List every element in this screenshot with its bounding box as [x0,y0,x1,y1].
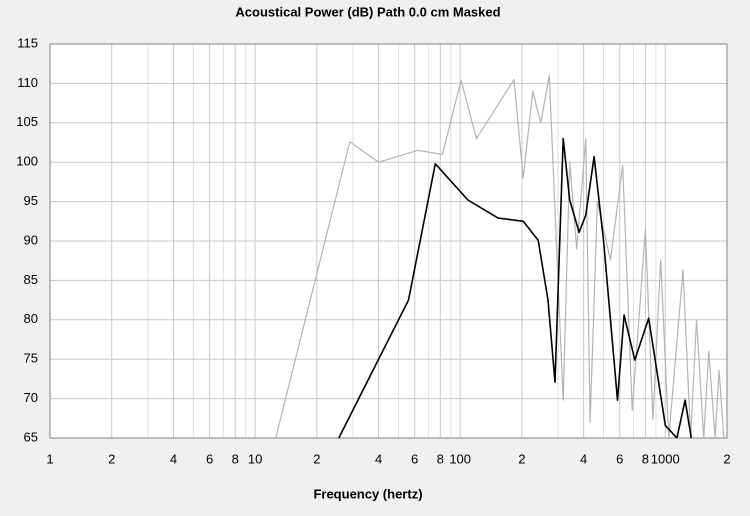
y-tick-label: 100 [16,154,38,169]
y-tick-label: 90 [24,232,38,247]
y-tick-label: 115 [17,35,38,50]
plot-frame [49,43,728,439]
y-tick-label: 70 [24,390,38,405]
x-tick-label: 1 [46,451,53,466]
series-line [338,137,693,438]
x-tick-label: 2 [313,451,320,466]
x-tick-label: 8 [642,451,649,466]
y-tick-label: 75 [24,351,38,366]
y-tick-label: 110 [17,75,38,90]
x-tick-label: 8 [437,451,444,466]
x-tick-label: 6 [206,451,213,466]
x-tick-label: 2 [108,451,115,466]
y-tick-label: 95 [24,193,38,208]
y-tick-label: 105 [16,114,38,129]
y-tick-label: 65 [24,429,38,444]
x-axis-label: Frequency (hertz) [313,486,422,501]
x-tick-label: 4 [170,451,177,466]
x-tick-label: 8 [232,451,239,466]
series-group [275,74,725,438]
x-tick-label: 1000 [651,451,680,466]
x-tick-label: 6 [411,451,418,466]
x-tick-label: 2 [518,451,525,466]
x-tick-label: 2 [723,451,730,466]
x-tick-label: 10 [248,451,262,466]
series-line [275,74,725,438]
chart-title: Acoustical Power (dB) Path 0.0 cm Masked [235,4,500,19]
x-tick-label: 4 [580,451,587,466]
x-tick-label: 4 [375,451,382,466]
y-tick-label: 80 [24,311,38,326]
x-tick-label: 6 [616,451,623,466]
y-tick-label: 85 [24,272,38,287]
x-tick-label: 100 [449,451,471,466]
